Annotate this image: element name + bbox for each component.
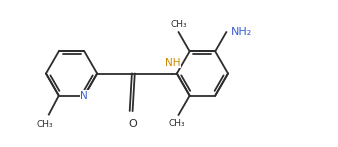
Text: CH₃: CH₃ [170,20,187,29]
Text: NH: NH [165,58,180,68]
Text: N: N [80,91,88,101]
Text: O: O [128,119,137,129]
Text: CH₃: CH₃ [168,119,185,128]
Text: NH₂: NH₂ [231,27,252,37]
Text: CH₃: CH₃ [36,120,53,129]
